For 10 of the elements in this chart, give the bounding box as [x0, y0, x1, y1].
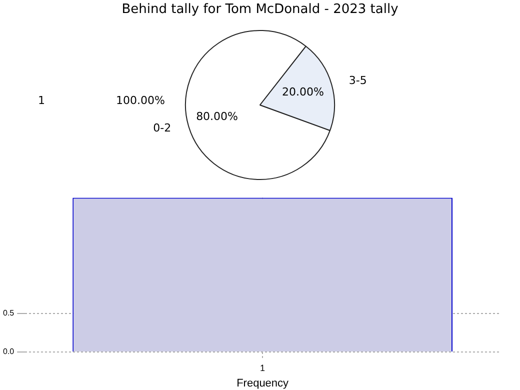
x-axis-title: Frequency: [236, 377, 290, 390]
slice-label: 0-2: [153, 122, 172, 135]
data-label: 20.00%: [282, 86, 324, 99]
chart-title: Behind tally for Tom McDonald - 2023 tally: [120, 1, 400, 19]
slice-label: 3-5: [348, 74, 367, 88]
y-tick-label: 0.0: [2, 347, 15, 356]
data-label: 80.00%: [196, 110, 238, 124]
text: 1: [38, 94, 45, 107]
text: 100.00%: [116, 94, 165, 107]
y-tick-label: 0.5: [2, 308, 15, 318]
